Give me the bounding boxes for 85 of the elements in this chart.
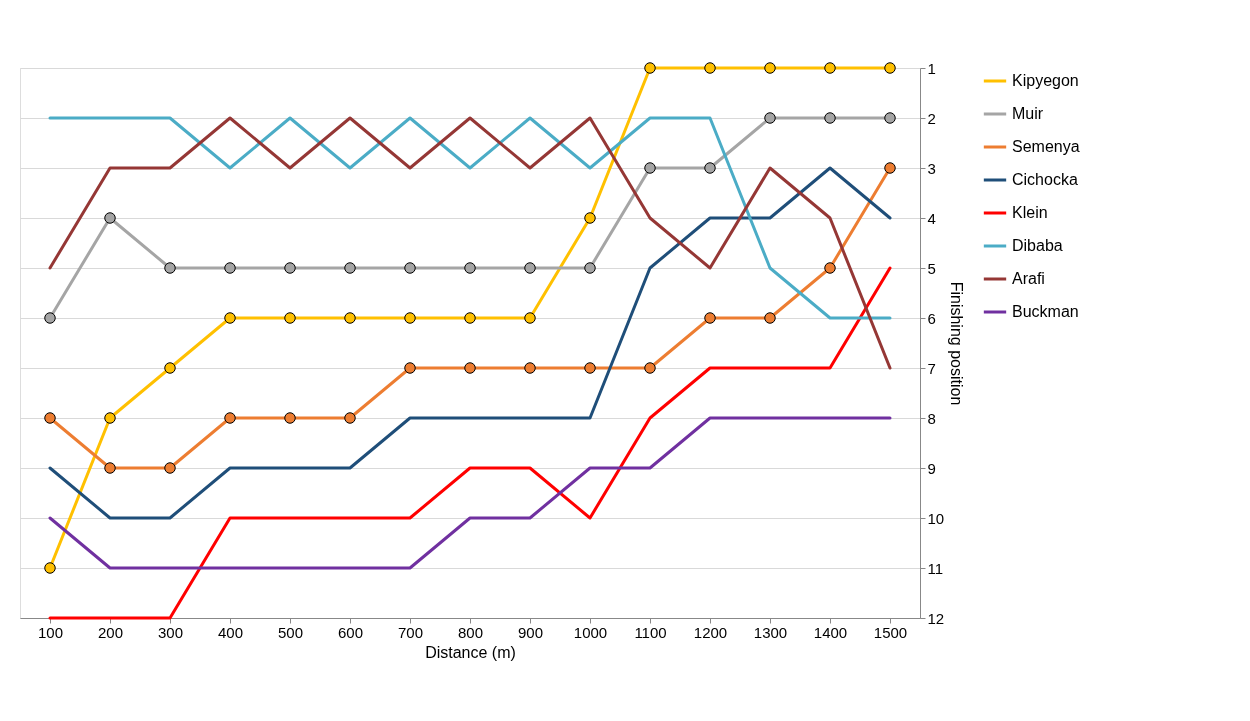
line-series xyxy=(48,266,892,620)
point xyxy=(224,262,236,274)
point xyxy=(524,312,536,324)
y-tick-label: 9 xyxy=(927,459,936,477)
x-tick-label: 800 xyxy=(457,623,484,641)
point xyxy=(164,262,176,274)
point xyxy=(704,62,716,74)
point xyxy=(464,312,476,324)
x-tick-label: 700 xyxy=(397,623,424,641)
point xyxy=(704,312,716,324)
point xyxy=(404,362,416,374)
point xyxy=(164,462,176,474)
point xyxy=(284,412,296,424)
point xyxy=(884,62,896,74)
point xyxy=(644,162,656,174)
x-tick-label: 600 xyxy=(337,623,364,641)
point xyxy=(224,312,236,324)
legend-label: Buckman xyxy=(1012,303,1079,320)
y-tick-label: 11 xyxy=(927,559,944,577)
point xyxy=(764,112,776,124)
point xyxy=(464,362,476,374)
point xyxy=(764,312,776,324)
point xyxy=(284,262,296,274)
y-tick-label: 4 xyxy=(927,209,936,227)
x-axis-title: Distance (m) xyxy=(425,643,516,661)
point xyxy=(104,212,116,224)
point xyxy=(824,262,836,274)
legend-label: Arafi xyxy=(1012,270,1045,287)
point xyxy=(584,212,596,224)
legend-label: Kipyegon xyxy=(1012,72,1079,89)
point xyxy=(824,62,836,74)
y-tick-label: 8 xyxy=(927,409,936,427)
point xyxy=(164,362,176,374)
x-tick-label: 400 xyxy=(217,623,244,641)
point xyxy=(764,62,776,74)
legend-label: Dibaba xyxy=(1012,237,1063,254)
y-tick-label: 3 xyxy=(927,159,936,177)
point xyxy=(344,312,356,324)
x-tick-label: 200 xyxy=(97,623,124,641)
x-tick-label: 1200 xyxy=(693,623,728,641)
point xyxy=(524,362,536,374)
point xyxy=(104,462,116,474)
y-tick-label: 7 xyxy=(927,359,936,377)
point xyxy=(464,262,476,274)
y-tick-label: 12 xyxy=(927,609,945,627)
y-tick-label: 10 xyxy=(927,509,945,527)
x-tick-label: 1000 xyxy=(573,623,608,641)
point xyxy=(224,412,236,424)
x-tick-label: 300 xyxy=(157,623,184,641)
point xyxy=(884,162,896,174)
y-tick-label: 2 xyxy=(927,109,936,127)
point xyxy=(644,62,656,74)
x-tick-label: 1500 xyxy=(873,623,908,641)
y-tick-label: 1 xyxy=(927,59,936,77)
x-tick-label: 1400 xyxy=(813,623,848,641)
x-tick-label: 500 xyxy=(277,623,304,641)
point xyxy=(524,262,536,274)
y-tick-label: 6 xyxy=(927,309,936,327)
line-series xyxy=(48,116,892,370)
point xyxy=(44,312,56,324)
x-tick-label: 1100 xyxy=(634,623,667,641)
point xyxy=(884,112,896,124)
x-tick-label: 1300 xyxy=(753,623,788,641)
legend-label: Cichocka xyxy=(1012,171,1078,188)
y-axis-title: Finishing position xyxy=(948,281,966,406)
x-tick-label: 900 xyxy=(517,623,544,641)
point xyxy=(584,362,596,374)
point xyxy=(344,412,356,424)
point xyxy=(284,312,296,324)
legend-label: Muir xyxy=(1012,105,1044,122)
legend-label: Klein xyxy=(1012,204,1048,221)
point xyxy=(344,262,356,274)
point xyxy=(44,562,56,574)
point xyxy=(404,312,416,324)
point xyxy=(704,162,716,174)
line-series xyxy=(48,416,892,570)
x-tick-label: 100 xyxy=(37,623,64,641)
point xyxy=(44,412,56,424)
point xyxy=(644,362,656,374)
point xyxy=(404,262,416,274)
y-tick-label: 5 xyxy=(927,259,936,277)
point xyxy=(824,112,836,124)
legend-label: Semenya xyxy=(1012,138,1080,155)
point xyxy=(584,262,596,274)
point xyxy=(104,412,116,424)
